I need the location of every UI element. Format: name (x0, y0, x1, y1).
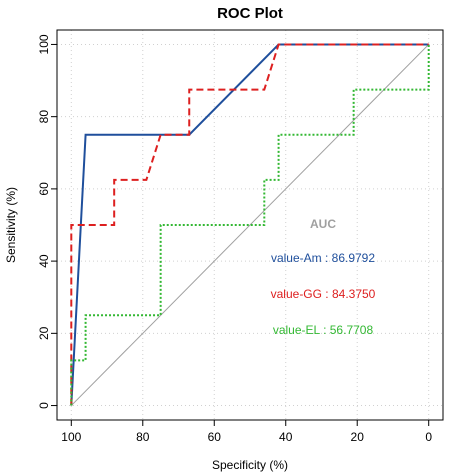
y-tick-label: 80 (37, 110, 51, 124)
plot-frame (56, 29, 444, 421)
x-axis-label: Specificity (%) (212, 458, 288, 472)
roc-line (70, 44, 430, 406)
reference-line (70, 44, 430, 406)
legend-title: AUC (310, 217, 336, 231)
chart-title: ROC Plot (217, 5, 283, 22)
legend-entry: value-GG : 84.3750 (271, 287, 376, 301)
y-tick-label: 20 (37, 326, 51, 340)
roc-line (70, 43, 429, 406)
x-tick-label: 40 (279, 430, 293, 444)
x-tick-label: 0 (425, 430, 432, 444)
y-tick-label: 100 (37, 34, 51, 54)
legend-entry: value-Am : 86.9792 (271, 251, 375, 265)
x-tick-label: 80 (136, 430, 150, 444)
y-tick-label: 0 (37, 402, 51, 409)
y-tick-label: 40 (37, 254, 51, 268)
y-tick-label: 60 (37, 182, 51, 196)
x-tick-label: 20 (351, 430, 365, 444)
legend-entry: value-EL : 56.7708 (273, 323, 374, 337)
y-axis-label: Sensitivity (%) (4, 187, 18, 263)
x-tick-label: 100 (61, 430, 81, 444)
x-tick-label: 60 (208, 430, 222, 444)
